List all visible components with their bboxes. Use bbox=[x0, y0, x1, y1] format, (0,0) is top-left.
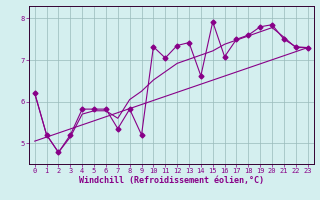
X-axis label: Windchill (Refroidissement éolien,°C): Windchill (Refroidissement éolien,°C) bbox=[79, 176, 264, 185]
